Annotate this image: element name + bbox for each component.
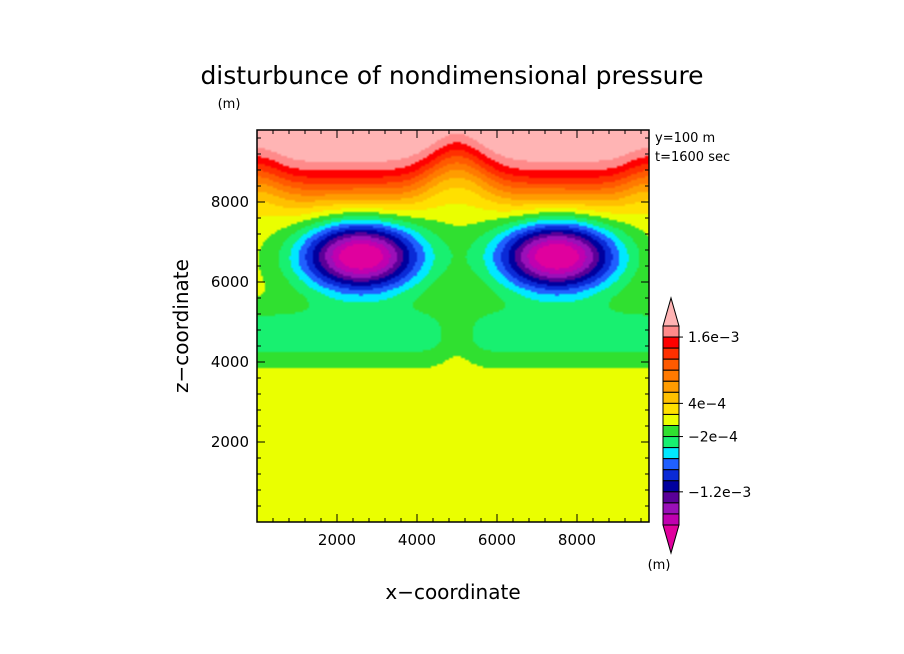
colorbar-segment (662, 502, 680, 515)
y-tick-label: 6000 (211, 273, 249, 291)
colorbar-segment (662, 480, 680, 493)
y-axis-unit: (m) (218, 97, 241, 112)
x-axis-label: x−coordinate (385, 580, 520, 604)
colorbar-segment (662, 436, 680, 449)
annotation-time: t=1600 sec (655, 150, 730, 165)
colorbar: 1.6e−3 4e−4 −2e−4 −1.2e−3 (662, 296, 751, 555)
annotation-y: y=100 m (655, 131, 715, 146)
colorbar-segment (662, 413, 680, 427)
colorbar-top-arrow (662, 296, 680, 327)
colorbar-segment (662, 347, 680, 360)
colorbar-segment (662, 325, 680, 338)
y-tick-label: 2000 (211, 433, 249, 451)
colorbar-tick-label: −2e−4 (688, 430, 738, 446)
y-tick-label: 8000 (211, 193, 249, 211)
colorbar-segment (662, 513, 680, 526)
contour-plot: 2000 4000 6000 8000 2000 4000 6000 8000 (211, 129, 650, 549)
x-tick-label: 8000 (558, 531, 596, 549)
plot-frame (256, 129, 650, 523)
colorbar-segment (662, 447, 680, 460)
y-axis-ticks: 2000 4000 6000 8000 (211, 137, 649, 507)
chart-title: disturbunce of nondimensional pressure (200, 61, 703, 90)
colorbar-segment (662, 358, 680, 371)
colorbar-segment (662, 491, 680, 504)
colorbar-segment (662, 458, 680, 471)
colorbar-segment (662, 402, 680, 415)
colorbar-segment (662, 469, 680, 482)
colorbar-tick-label: −1.2e−3 (688, 485, 751, 501)
colorbar-segment (662, 391, 680, 404)
x-axis-ticks: 2000 4000 6000 8000 (272, 130, 642, 549)
colorbar-tick-label: 1.6e−3 (688, 330, 740, 346)
y-axis-label: z−coordinate (169, 259, 193, 393)
colorbar-segment (662, 336, 680, 349)
y-tick-label: 4000 (211, 353, 249, 371)
colorbar-tick-label: 4e−4 (688, 396, 726, 412)
colorbar-unit: (m) (648, 558, 671, 573)
x-tick-label: 6000 (478, 531, 516, 549)
contour-field (257, 130, 649, 522)
x-tick-label: 2000 (318, 531, 356, 549)
x-tick-label: 4000 (398, 531, 436, 549)
colorbar-segment (662, 380, 680, 393)
colorbar-bottom-arrow (662, 524, 680, 555)
colorbar-segment (662, 369, 680, 382)
colorbar-segment (662, 425, 680, 438)
